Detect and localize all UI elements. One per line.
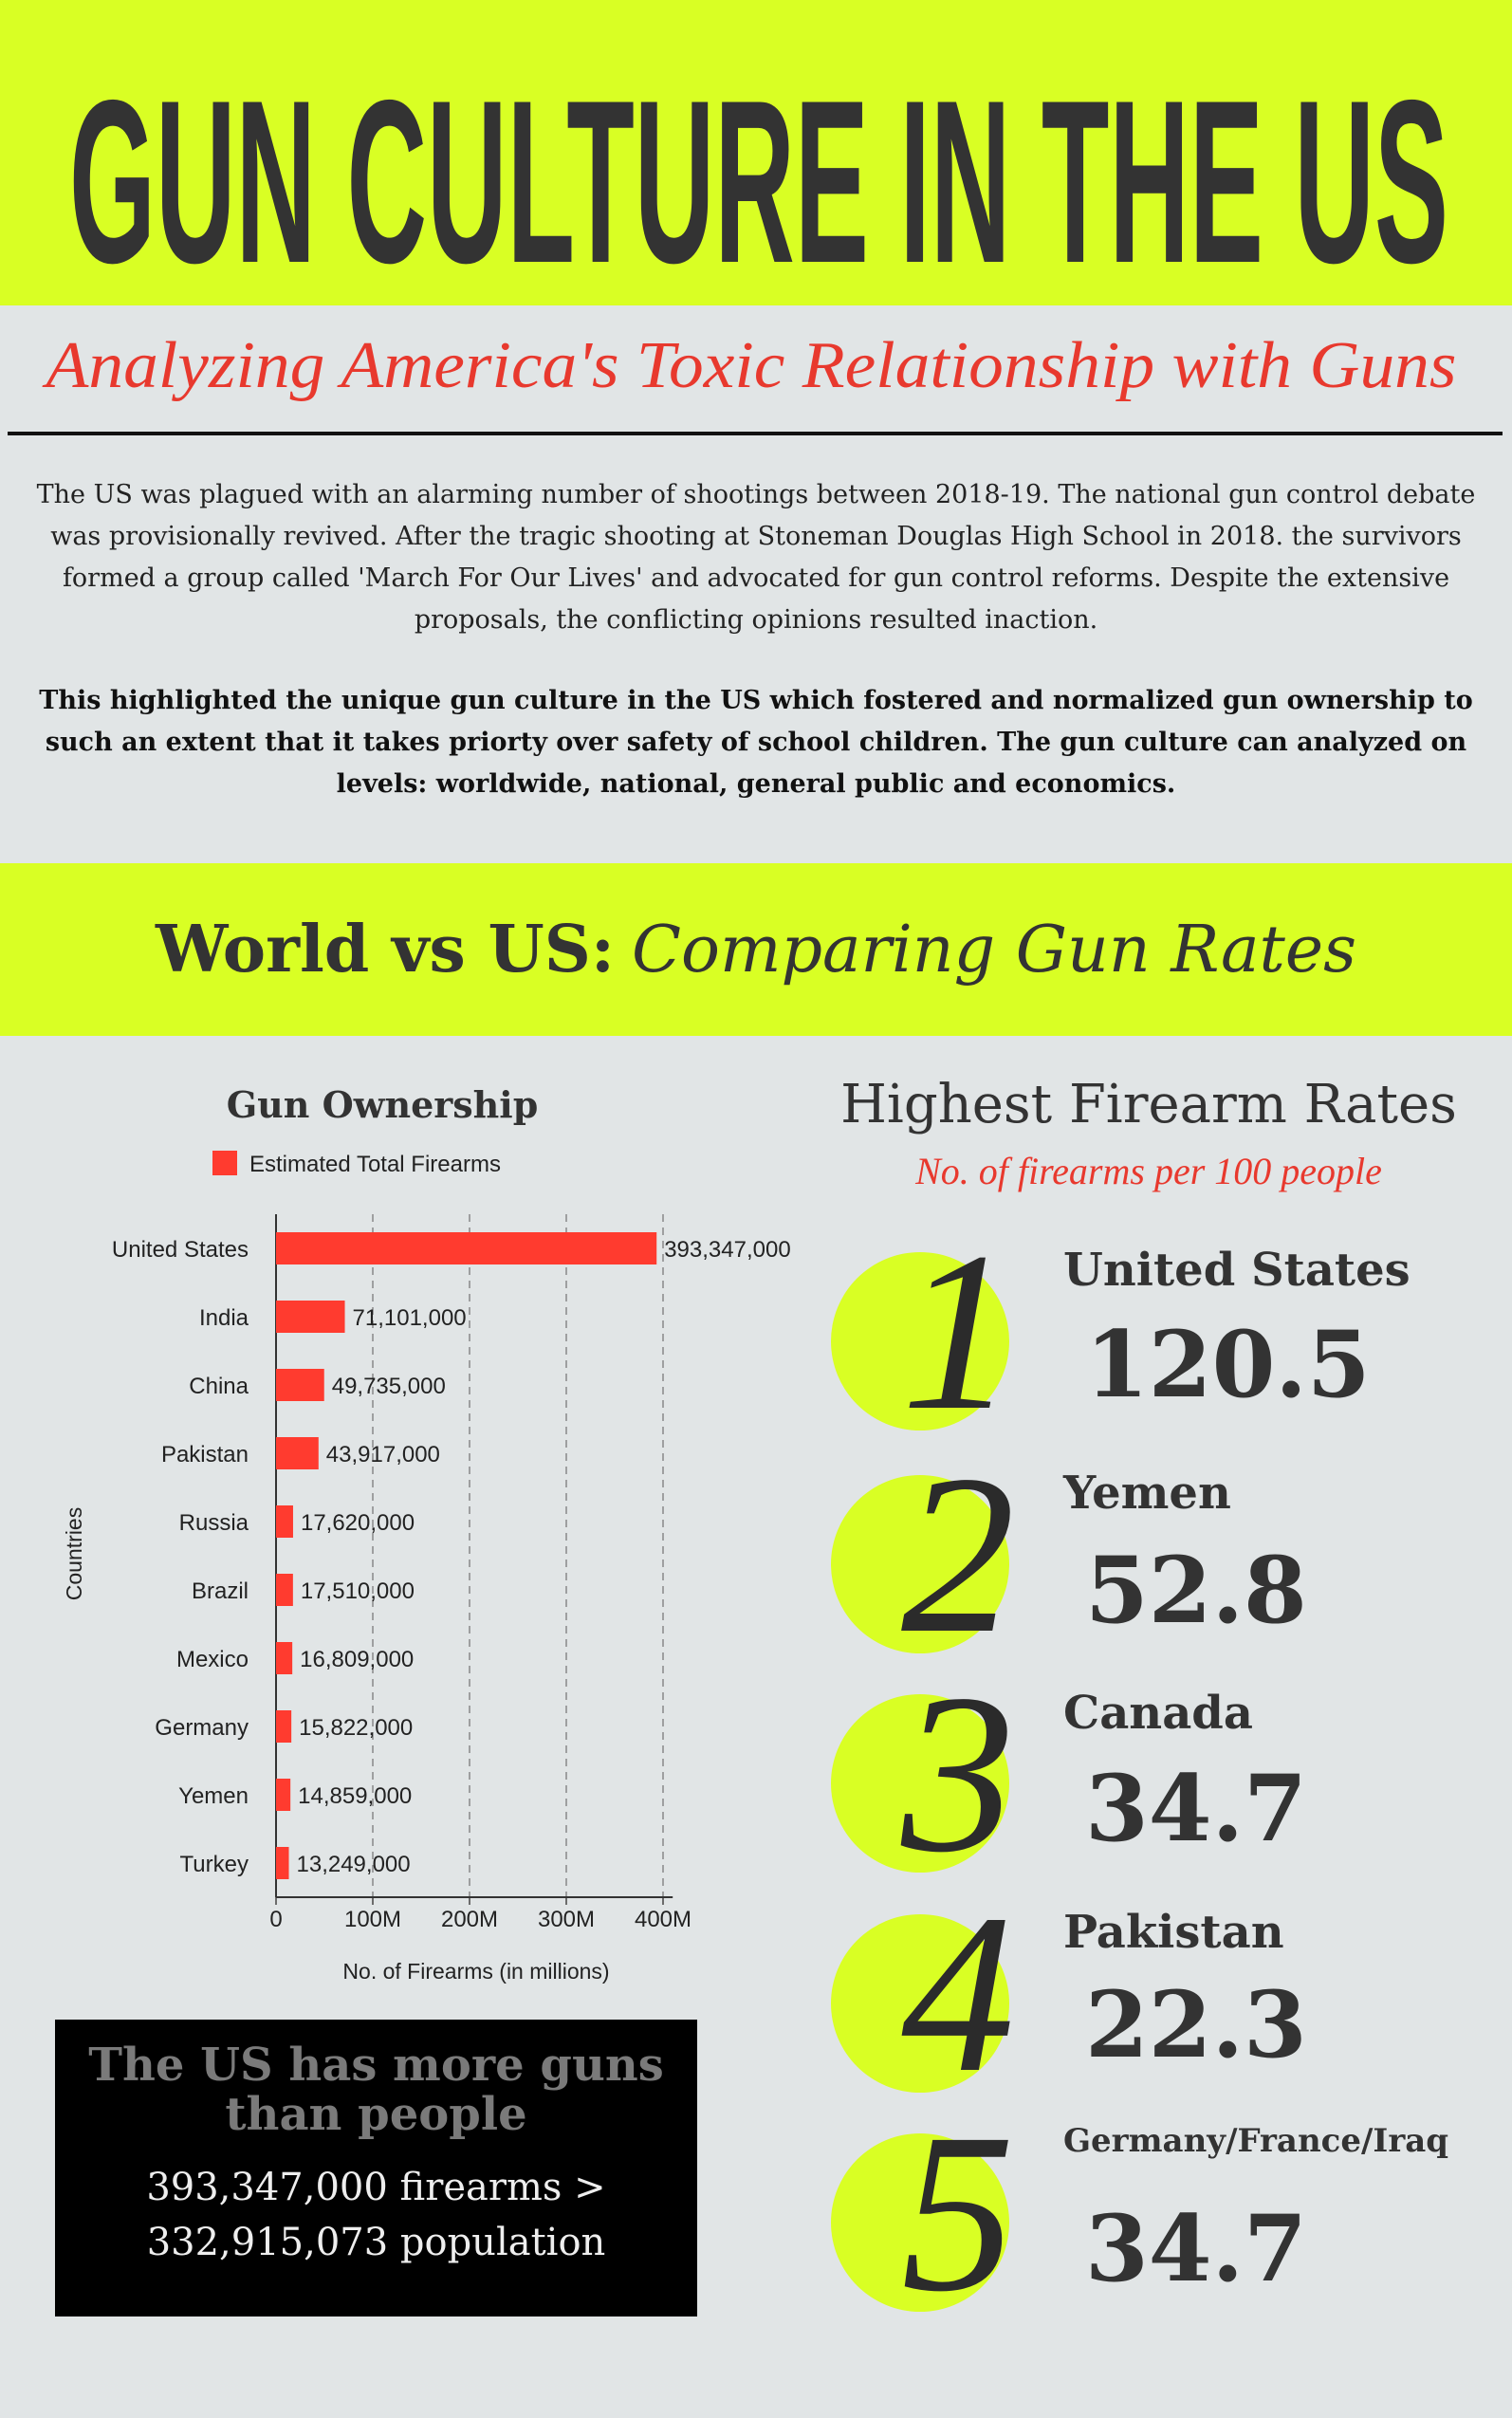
bar bbox=[276, 1369, 324, 1401]
callout-heading: The US has more guns than people bbox=[88, 2039, 664, 2141]
rank-number: 1 bbox=[901, 1205, 1015, 1457]
y-tick-label: Turkey bbox=[180, 1852, 249, 1877]
bar bbox=[276, 1437, 319, 1469]
divider bbox=[8, 432, 1503, 435]
legend-swatch bbox=[212, 1151, 237, 1175]
rank-circle bbox=[831, 1694, 1009, 1873]
value-label: 15,822,000 bbox=[299, 1715, 413, 1741]
y-tick-label: United States bbox=[112, 1237, 249, 1263]
rank-country: United States bbox=[1063, 1244, 1411, 1297]
rankings-title: Highest Firearm Rates bbox=[840, 1074, 1457, 1135]
chart-title: Gun Ownership bbox=[227, 1083, 539, 1126]
x-tick-label: 100M bbox=[344, 1907, 401, 1932]
y-tick-label: India bbox=[199, 1305, 249, 1331]
y-tick-label: Mexico bbox=[176, 1647, 249, 1672]
rank-value: 52.8 bbox=[1085, 1537, 1307, 1644]
rank-circle bbox=[831, 1475, 1009, 1653]
value-label: 14,859,000 bbox=[298, 1783, 412, 1809]
header-band bbox=[0, 0, 1512, 305]
rank-circle bbox=[831, 1252, 1009, 1430]
rank-circle bbox=[831, 2133, 1009, 2312]
y-tick-label: Germany bbox=[155, 1715, 249, 1741]
rankings-subtitle: No. of firearms per 100 people bbox=[914, 1150, 1382, 1192]
x-tick-label: 300M bbox=[538, 1907, 595, 1932]
rank-number: 5 bbox=[901, 2086, 1015, 2338]
value-label: 71,101,000 bbox=[353, 1305, 467, 1331]
y-tick-label: Brazil bbox=[192, 1578, 249, 1604]
y-tick-label: China bbox=[189, 1374, 249, 1399]
rank-value: 34.7 bbox=[1085, 2195, 1307, 2302]
value-label: 17,620,000 bbox=[301, 1510, 415, 1536]
bar bbox=[276, 1779, 291, 1811]
bar bbox=[276, 1301, 345, 1333]
value-label: 16,809,000 bbox=[300, 1647, 414, 1672]
rank-value: 22.3 bbox=[1085, 1971, 1307, 2078]
y-tick-label: Pakistan bbox=[161, 1442, 249, 1467]
rank-country: Pakistan bbox=[1063, 1906, 1284, 1959]
value-label: 49,735,000 bbox=[332, 1374, 446, 1399]
bar bbox=[276, 1847, 289, 1879]
bar bbox=[276, 1642, 293, 1674]
section-title-italic: Comparing Gun Rates bbox=[632, 912, 1357, 988]
y-axis-title: Countries bbox=[62, 1507, 86, 1600]
intro-highlight: This highlighted the unique gun culture … bbox=[39, 686, 1473, 799]
rank-circle bbox=[831, 1914, 1009, 2093]
value-label: 17,510,000 bbox=[301, 1578, 415, 1604]
bar bbox=[276, 1505, 293, 1538]
bar bbox=[276, 1710, 292, 1743]
rank-number: 4 bbox=[901, 1867, 1015, 2119]
x-tick-label: 0 bbox=[269, 1907, 282, 1932]
rank-number: 2 bbox=[901, 1428, 1015, 1680]
callout-box: The US has more guns than people 393,347… bbox=[55, 2020, 697, 2316]
value-label: 43,917,000 bbox=[326, 1442, 440, 1467]
y-tick-label: Russia bbox=[179, 1510, 249, 1536]
x-axis-title: No. of Firearms (in millions) bbox=[342, 1959, 609, 1984]
page-subtitle: Analyzing America's Toxic Relationship w… bbox=[42, 329, 1456, 402]
rank-country: Germany/France/Iraq bbox=[1063, 2122, 1448, 2160]
bar bbox=[276, 1232, 657, 1264]
page-title: GUN CULTURE IN THE US bbox=[69, 51, 1448, 311]
rank-country: Yemen bbox=[1062, 1467, 1231, 1520]
callout-text: 393,347,000 firearms > 332,915,073 popul… bbox=[146, 2166, 606, 2264]
y-tick-label: Yemen bbox=[178, 1783, 249, 1809]
legend-label: Estimated Total Firearms bbox=[249, 1152, 501, 1177]
x-tick-label: 200M bbox=[441, 1907, 498, 1932]
section-band: World vs US: Comparing Gun Rates bbox=[0, 863, 1512, 1036]
rank-value: 120.5 bbox=[1085, 1311, 1371, 1418]
value-label: 13,249,000 bbox=[297, 1852, 411, 1877]
section-title-bold: World vs US: bbox=[155, 912, 616, 988]
value-label: 393,347,000 bbox=[664, 1237, 790, 1263]
rank-country: Canada bbox=[1063, 1687, 1253, 1740]
bar bbox=[276, 1574, 293, 1606]
x-tick-label: 400M bbox=[635, 1907, 691, 1932]
intro-paragraph: The US was plagued with an alarming numb… bbox=[36, 480, 1476, 635]
rank-number: 3 bbox=[900, 1647, 1015, 1899]
rank-value: 34.7 bbox=[1085, 1755, 1307, 1862]
